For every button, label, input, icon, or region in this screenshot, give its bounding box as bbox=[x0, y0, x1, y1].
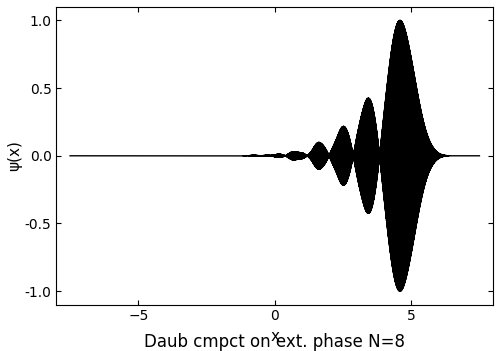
X-axis label: x: x bbox=[270, 329, 280, 344]
Y-axis label: ψ(x): ψ(x) bbox=[7, 140, 22, 171]
Text: Daub cmpct on ext. phase N=8: Daub cmpct on ext. phase N=8 bbox=[144, 333, 406, 351]
